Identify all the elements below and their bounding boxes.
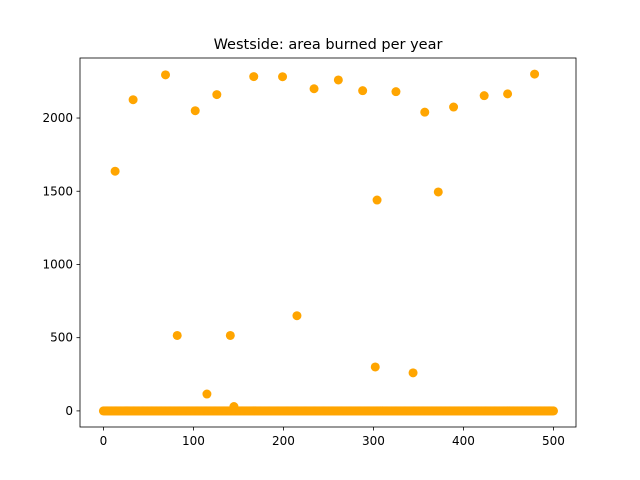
data-point <box>292 311 302 321</box>
data-point <box>309 84 319 94</box>
y-tick-label: 500 <box>50 331 73 345</box>
x-tick-label: 300 <box>362 434 385 448</box>
data-point <box>391 87 401 97</box>
x-tick-label: 400 <box>452 434 475 448</box>
data-point <box>190 106 200 116</box>
x-tick-label: 0 <box>100 434 108 448</box>
chart-title: Westside: area burned per year <box>214 37 443 53</box>
data-point <box>372 195 382 205</box>
data-point <box>358 86 368 96</box>
axes: 0 100 200 300 400 500 0 500 1000 1500 2000 <box>42 57 577 448</box>
data-points <box>98 69 558 416</box>
data-point <box>530 69 540 79</box>
data-point <box>479 91 489 101</box>
y-tick-label: 0 <box>65 404 73 418</box>
data-point <box>433 187 443 197</box>
data-point <box>333 75 343 85</box>
data-point <box>225 330 235 340</box>
data-point <box>503 89 513 99</box>
data-point <box>408 368 418 378</box>
plot-frame <box>79 57 577 428</box>
y-tick-label: 1500 <box>42 184 73 198</box>
data-point <box>229 402 239 411</box>
data-point <box>202 389 212 399</box>
data-point <box>212 90 222 100</box>
y-tick-label: 1000 <box>42 257 73 271</box>
data-point-baseline <box>548 406 558 416</box>
data-point <box>172 330 182 340</box>
data-point <box>128 95 138 105</box>
data-point <box>420 107 430 117</box>
data-point <box>161 70 171 80</box>
data-point <box>110 166 120 176</box>
data-point <box>249 72 259 82</box>
data-point <box>370 362 380 372</box>
x-tick-label: 500 <box>542 434 565 448</box>
x-tick-label: 200 <box>272 434 295 448</box>
x-tick-label: 100 <box>182 434 205 448</box>
y-tick-label: 2000 <box>42 111 73 125</box>
data-point <box>449 102 459 112</box>
data-point <box>278 72 288 82</box>
